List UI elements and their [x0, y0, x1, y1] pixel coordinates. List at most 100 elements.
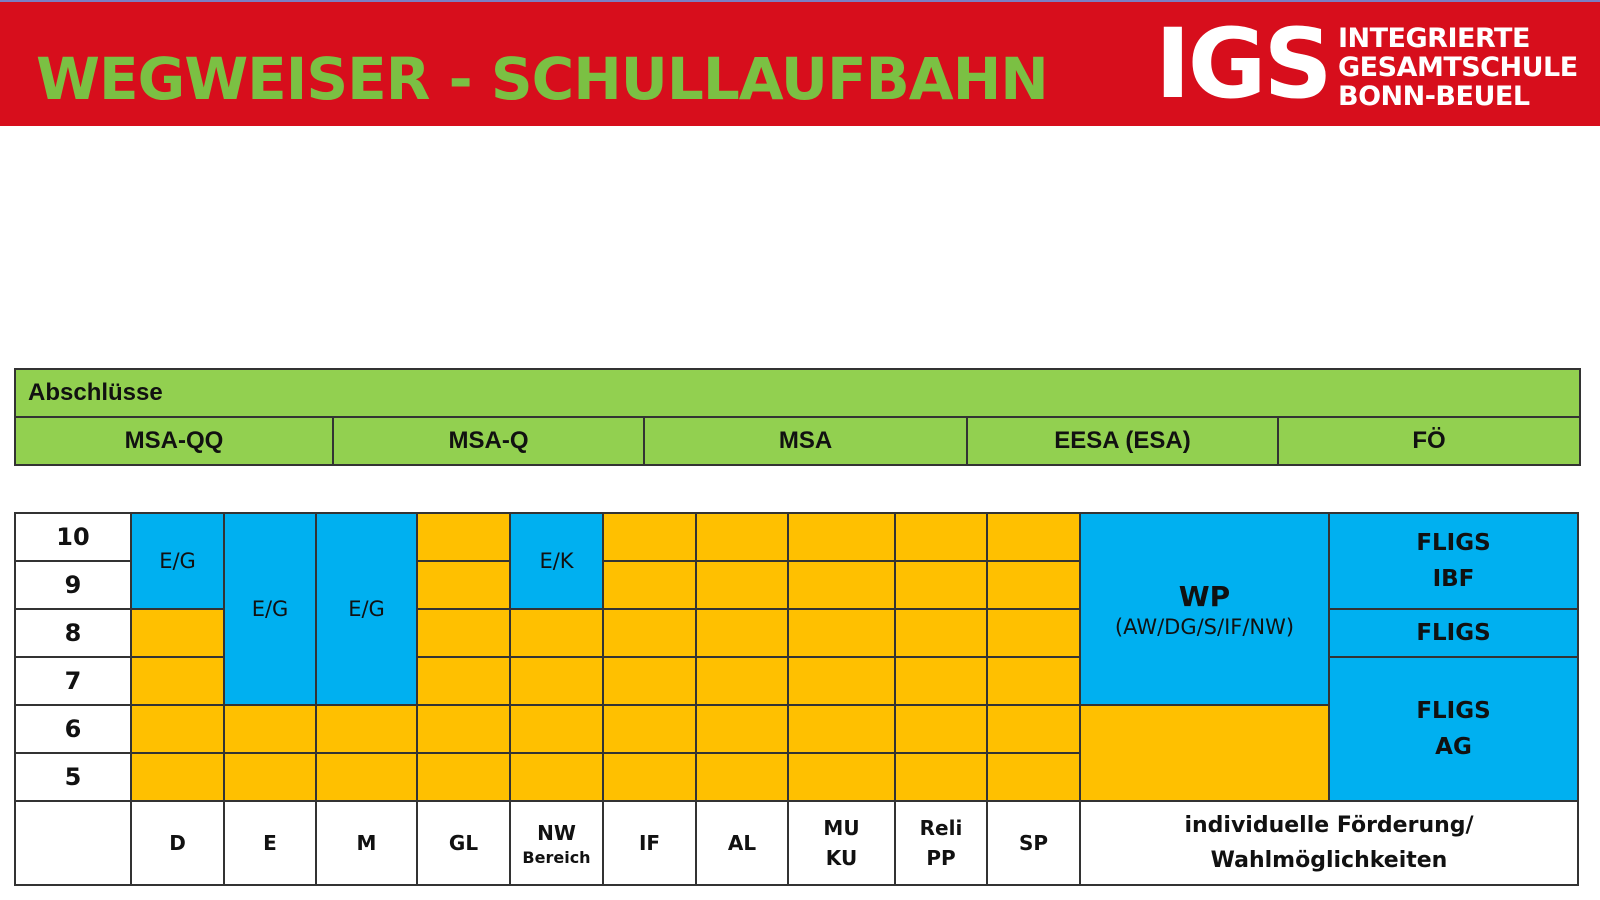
cell-gl-6 — [416, 704, 511, 754]
level-e: E/G — [223, 512, 317, 706]
wp-block: WP (AW/DG/S/IF/NW) — [1079, 512, 1330, 706]
abschluss-msa: MSA — [643, 416, 968, 466]
cell-reli-9 — [894, 560, 988, 610]
cell-m-5 — [315, 752, 418, 802]
abschluss-msa-qq: MSA-QQ — [14, 416, 334, 466]
grade-6: 6 — [14, 704, 132, 754]
grade-9: 9 — [14, 560, 132, 610]
cell-reli-10 — [894, 512, 988, 562]
wp-title: WP — [1178, 580, 1231, 613]
cell-if-5 — [602, 752, 697, 802]
subject-reli: Reli — [919, 816, 963, 840]
cell-al-6 — [695, 704, 789, 754]
cell-al-9 — [695, 560, 789, 610]
subject-nw-sub: Bereich — [522, 848, 591, 867]
level-nw-upper: E/K — [509, 512, 604, 610]
cell-mu-8 — [787, 608, 896, 658]
cell-al-10 — [695, 512, 789, 562]
cell-reli-8 — [894, 608, 988, 658]
cell-if-7 — [602, 656, 697, 706]
cell-sp-8 — [986, 608, 1081, 658]
abschluss-eesa: EESA (ESA) — [966, 416, 1279, 466]
cell-e-6 — [223, 704, 317, 754]
cell-reli-5 — [894, 752, 988, 802]
cell-nw-7 — [509, 656, 604, 706]
cell-mu-9 — [787, 560, 896, 610]
individual-line1: individuelle Förderung/ — [1184, 813, 1474, 838]
cell-nw-8 — [509, 608, 604, 658]
fligs-ibf-line2: IBF — [1432, 566, 1475, 592]
level-d-upper: E/G — [130, 512, 225, 610]
cell-mu-6 — [787, 704, 896, 754]
abschluesse-table: Abschlüsse MSA-QQ MSA-Q MSA EESA (ESA) F… — [14, 368, 1581, 466]
subject-d: D — [130, 800, 225, 886]
fligs-ag-block: FLIGS AG — [1328, 656, 1579, 802]
cell-d-8 — [130, 608, 225, 658]
cell-e-5 — [223, 752, 317, 802]
wp-lower-block — [1079, 704, 1330, 802]
cell-reli-6 — [894, 704, 988, 754]
subject-e: E — [223, 800, 317, 886]
cell-gl-5 — [416, 752, 511, 802]
fligs-ibf-line1: FLIGS — [1416, 530, 1491, 556]
cell-sp-9 — [986, 560, 1081, 610]
cell-reli-7 — [894, 656, 988, 706]
cell-d-6 — [130, 704, 225, 754]
cell-sp-6 — [986, 704, 1081, 754]
wp-subtitle: (AW/DG/S/IF/NW) — [1114, 615, 1295, 639]
subject-al: AL — [695, 800, 789, 886]
school-name: INTEGRIERTE GESAMTSCHULE BONN-BEUEL — [1338, 24, 1578, 111]
subject-if: IF — [602, 800, 697, 886]
cell-al-7 — [695, 656, 789, 706]
subject-reli-pp: Reli PP — [894, 800, 988, 886]
cell-mu-7 — [787, 656, 896, 706]
cell-m-6 — [315, 704, 418, 754]
cell-al-8 — [695, 608, 789, 658]
cell-sp-7 — [986, 656, 1081, 706]
subject-ku: KU — [825, 846, 858, 870]
fligs-ag-line1: FLIGS — [1416, 698, 1491, 724]
school-name-line: BONN-BEUEL — [1338, 81, 1530, 112]
subject-individual: individuelle Förderung/ Wahlmöglichkeite… — [1079, 800, 1579, 886]
grade-5: 5 — [14, 752, 132, 802]
cell-if-10 — [602, 512, 697, 562]
subject-mu-ku: MU KU — [787, 800, 896, 886]
individual-line2: Wahlmöglichkeiten — [1210, 848, 1448, 873]
subject-nw-label: NW — [537, 821, 576, 845]
cell-if-9 — [602, 560, 697, 610]
cell-gl-9 — [416, 560, 511, 610]
level-m: E/G — [315, 512, 418, 706]
igs-logo: IGS — [1155, 8, 1333, 120]
cell-al-5 — [695, 752, 789, 802]
fligs-ag-line2: AG — [1435, 734, 1472, 760]
abschluss-msa-q: MSA-Q — [332, 416, 645, 466]
school-name-line: INTEGRIERTE — [1338, 23, 1530, 54]
subject-sp: SP — [986, 800, 1081, 886]
header-banner: WEGWEISER - SCHULLAUFBAHN IGS INTEGRIERT… — [0, 0, 1600, 126]
subject-gl: GL — [416, 800, 511, 886]
course-grid: 10 E/G E/G E/G E/K WP (AW/DG/S/IF/NW) FL… — [14, 512, 1579, 886]
subject-corner — [14, 800, 132, 886]
subject-nw: NW Bereich — [509, 800, 604, 886]
cell-nw-5 — [509, 752, 604, 802]
school-name-line: GESAMTSCHULE — [1338, 52, 1578, 83]
fligs-ibf-block: FLIGS IBF — [1328, 512, 1579, 610]
abschluesse-heading: Abschlüsse — [14, 368, 1581, 418]
cell-sp-10 — [986, 512, 1081, 562]
cell-if-6 — [602, 704, 697, 754]
grade-8: 8 — [14, 608, 132, 658]
cell-d-5 — [130, 752, 225, 802]
cell-gl-8 — [416, 608, 511, 658]
grade-10: 10 — [14, 512, 132, 562]
cell-gl-7 — [416, 656, 511, 706]
cell-gl-10 — [416, 512, 511, 562]
fligs-block: FLIGS — [1328, 608, 1579, 658]
cell-mu-10 — [787, 512, 896, 562]
grade-7: 7 — [14, 656, 132, 706]
abschluss-foe: FÖ — [1277, 416, 1581, 466]
cell-nw-6 — [509, 704, 604, 754]
subject-pp: PP — [926, 846, 956, 870]
page-title: WEGWEISER - SCHULLAUFBAHN — [36, 45, 1049, 113]
subject-m: M — [315, 800, 418, 886]
cell-sp-5 — [986, 752, 1081, 802]
